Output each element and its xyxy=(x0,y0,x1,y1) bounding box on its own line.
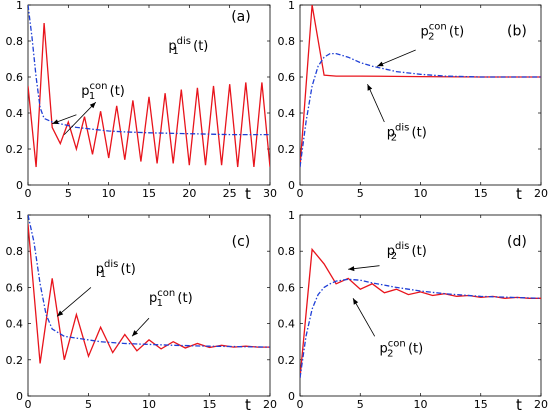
series-annotation: pcon 1 (t) xyxy=(81,81,125,102)
series-annotation: pcon 1 (t) xyxy=(149,288,193,309)
x-tick-label: 10 xyxy=(414,187,428,200)
annotation-arrow xyxy=(367,84,385,123)
x-tick-label: 15 xyxy=(142,187,156,200)
y-tick-label: 0 xyxy=(288,179,295,192)
series-line-continuous xyxy=(300,52,541,168)
annotation-arrowhead xyxy=(353,298,359,305)
x-tick-label: 0 xyxy=(25,187,32,200)
annotation-arrowhead xyxy=(52,119,59,125)
chart-panel: 0 5 10 15 20 0 0.2 0.4 0.6 0.8 1 t (b) pcon 2 (t) pdis 2(… xyxy=(278,0,549,203)
annotation-arrowhead xyxy=(132,330,138,337)
series-annotation: pdis 1 (t) xyxy=(168,36,208,57)
annotation-arrow xyxy=(56,287,92,317)
y-tick-label: 1 xyxy=(16,0,23,12)
y-tick-label: 0 xyxy=(16,390,23,403)
series-line-discrete xyxy=(300,247,541,378)
series-line-discrete xyxy=(28,22,270,168)
x-tick-label: 0 xyxy=(297,187,304,200)
x-tick-label: 15 xyxy=(474,398,488,411)
x-tick-label: 10 xyxy=(142,398,156,411)
annotation-arrow xyxy=(352,298,376,337)
series-line-continuous xyxy=(300,278,541,378)
annotation-arrow xyxy=(376,49,416,67)
y-tick-label: 0.4 xyxy=(278,318,296,331)
y-tick-label: 0.6 xyxy=(6,281,24,294)
y-tick-label: 0.4 xyxy=(6,318,24,331)
annotation-arrowhead xyxy=(377,61,384,67)
panel-label: (c) xyxy=(232,234,251,250)
x-tick-label: 0 xyxy=(25,398,32,411)
y-tick-label: 1 xyxy=(288,0,295,12)
y-tick-label: 0.4 xyxy=(278,107,296,120)
panel-label: (d) xyxy=(507,234,527,250)
y-tick-label: 1 xyxy=(288,209,295,222)
y-tick-label: 0.8 xyxy=(6,35,24,48)
x-tick-label: 20 xyxy=(263,398,277,411)
y-tick-label: 0.6 xyxy=(6,71,24,84)
y-tick-label: 0 xyxy=(16,179,23,192)
annotation-arrowhead xyxy=(367,84,373,91)
chart-panel: 0 5 10 15 20 0 0.2 0.4 0.6 0.8 1 t (d) pdis 2 (t) pcon 2(… xyxy=(278,209,549,413)
x-tick-label: 5 xyxy=(85,398,92,411)
y-tick-label: 0.2 xyxy=(278,143,296,156)
series-annotation: pcon 2 (t) xyxy=(421,22,465,43)
x-tick-label: 10 xyxy=(414,398,428,411)
y-tick-label: 0 xyxy=(288,390,295,403)
y-tick-label: 0.4 xyxy=(6,107,24,120)
x-tick-label: 5 xyxy=(357,187,364,200)
series-line-continuous xyxy=(28,215,270,348)
x-tick-label: 5 xyxy=(357,398,364,411)
series-annotation: pdis 2 (t) xyxy=(387,241,427,262)
y-tick-label: 0.6 xyxy=(278,281,296,294)
series-annotation: pdis 1 (t) xyxy=(96,259,136,280)
annotation-arrowhead xyxy=(89,102,96,109)
annotation-arrow xyxy=(64,101,97,135)
series-annotation: pcon 2 (t) xyxy=(380,339,424,360)
x-tick-label: 15 xyxy=(203,398,217,411)
x-tick-label: 10 xyxy=(102,187,116,200)
panel-label: (b) xyxy=(507,24,527,40)
x-axis-label: t xyxy=(516,185,522,203)
chart-panel: 0 5 10 15 20 25 30 0 0.2 0.4 0.6 0.8 1 t (a) pdis 1 (t) pc… xyxy=(6,0,278,203)
y-tick-label: 0.2 xyxy=(278,354,296,367)
x-tick-label: 20 xyxy=(182,187,196,200)
panel-label: (a) xyxy=(231,9,251,25)
axes-frame xyxy=(27,4,271,186)
x-tick-label: 25 xyxy=(223,187,237,200)
annotation-arrowhead xyxy=(57,310,64,317)
y-tick-label: 0.8 xyxy=(6,245,24,258)
y-tick-label: 0.8 xyxy=(278,35,296,48)
y-tick-label: 0.2 xyxy=(6,143,24,156)
x-tick-label: 30 xyxy=(263,187,277,200)
y-tick-label: 0.6 xyxy=(278,71,296,84)
x-tick-label: 15 xyxy=(474,187,488,200)
x-axis-label: t xyxy=(516,396,522,413)
y-tick-label: 1 xyxy=(16,209,23,222)
x-axis-label: t xyxy=(245,396,251,413)
chart-panel: 0 5 10 15 20 0 0.2 0.4 0.6 0.8 1 t (c) pdis 1 (t) pcon 1(… xyxy=(6,209,278,413)
x-tick-label: 20 xyxy=(534,187,548,200)
series-annotation: pdis 2 (t) xyxy=(387,122,427,143)
annotation-arrowhead xyxy=(348,266,355,272)
x-tick-label: 0 xyxy=(297,398,304,411)
x-tick-label: 20 xyxy=(534,398,548,411)
y-tick-label: 0.8 xyxy=(278,245,296,258)
x-tick-label: 5 xyxy=(65,187,72,200)
axes-frame xyxy=(299,214,542,397)
y-tick-label: 0.2 xyxy=(6,354,24,367)
x-axis-label: t xyxy=(245,185,251,203)
